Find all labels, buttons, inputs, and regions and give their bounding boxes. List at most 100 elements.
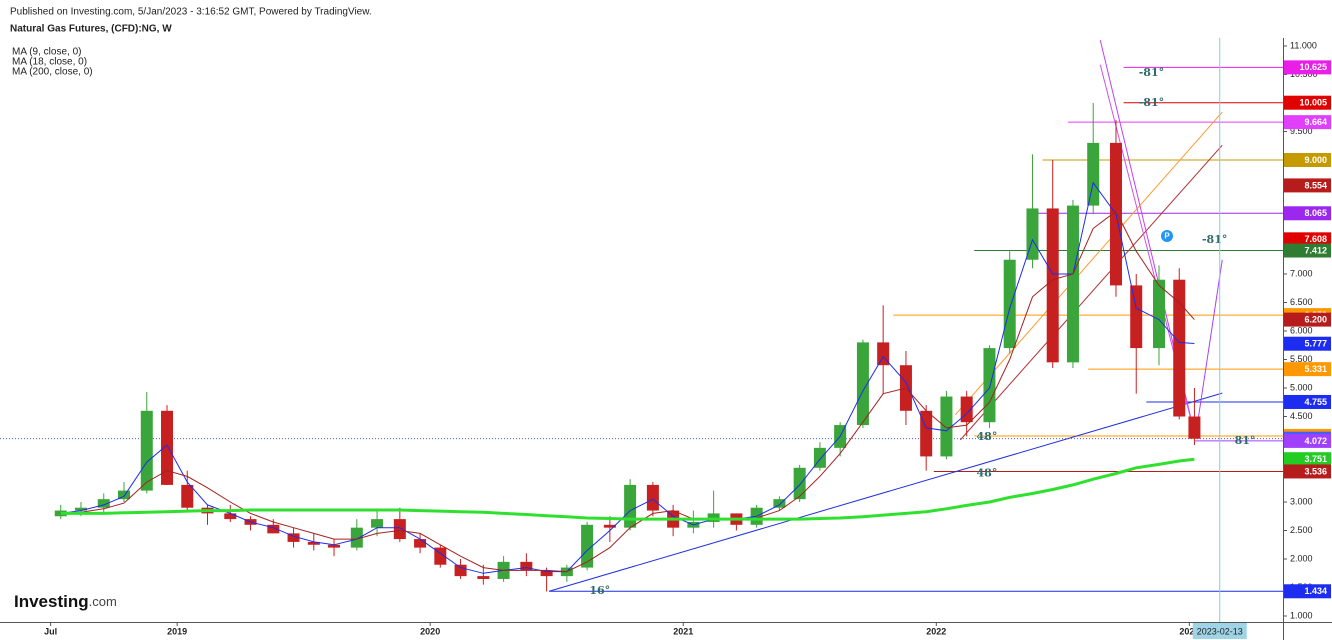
level-tag [1284, 362, 1331, 377]
candle-body [1087, 142, 1100, 206]
angle-annotation: 81° [1235, 434, 1256, 447]
level-tag [1284, 115, 1331, 130]
pivot-letter: P [1164, 232, 1170, 241]
candle-body [371, 519, 384, 528]
x-tick-label: 2019 [167, 626, 187, 636]
candle-body [1066, 205, 1079, 363]
level-tag [1284, 433, 1331, 448]
level-tag-label: 4.072 [1304, 436, 1327, 446]
candle-body [1130, 285, 1143, 349]
candle-body [414, 539, 427, 548]
candle-body [520, 561, 533, 571]
legend-label: MA (9, close, 0) [12, 47, 81, 58]
y-tick-label: 3.000 [1290, 496, 1313, 506]
level-tag-label: 3.536 [1304, 466, 1327, 476]
watermark-suffix: .com [89, 594, 117, 609]
level-tag [1284, 152, 1331, 167]
trend-line [954, 111, 1223, 416]
level-tag-label: 10.625 [1299, 62, 1327, 72]
y-tick-label: 1.000 [1290, 610, 1313, 620]
level-tag [1284, 206, 1331, 221]
candle-body [856, 342, 869, 426]
level-tag-label: 7.412 [1304, 245, 1327, 255]
y-tick-label: 6.000 [1290, 325, 1313, 335]
candle-body [646, 484, 659, 511]
watermark-brand: Investing [14, 592, 89, 611]
level-tag-label: 5.777 [1304, 339, 1327, 349]
level-tag [1284, 336, 1331, 351]
candle-body [97, 499, 110, 508]
candle-body [773, 499, 786, 508]
candle-body [181, 484, 194, 508]
candle-body [328, 544, 341, 548]
candle-body [287, 533, 300, 542]
candle-body [983, 348, 996, 423]
angle-annotation: -81° [1139, 96, 1164, 109]
candle-body [1026, 208, 1039, 260]
level-tag-label: 8.065 [1304, 208, 1327, 218]
angle-annotation: -81° [1139, 66, 1164, 79]
candle-body [603, 524, 616, 528]
candle-body [1153, 279, 1166, 349]
candle-body [267, 524, 280, 534]
angle-annotation: 16° [589, 584, 610, 597]
level-tag-label: 3.751 [1304, 454, 1327, 464]
candle-body [1188, 416, 1201, 439]
candle-body [350, 527, 363, 548]
candle-body [1046, 208, 1059, 363]
level-tag [1284, 584, 1331, 599]
level-tag-label: 8.554 [1304, 180, 1327, 190]
level-tag-label: 5.331 [1304, 364, 1327, 374]
candle-body [117, 490, 130, 500]
level-tag-label: 6.200 [1304, 314, 1327, 324]
candle-body [434, 547, 447, 565]
candle-body [1003, 259, 1016, 349]
trend-line [959, 144, 1223, 441]
pivot-marker [1161, 230, 1173, 242]
level-tag-label: 7.608 [1304, 234, 1327, 244]
y-tick-label: 7.000 [1290, 268, 1313, 278]
ma-line [60, 210, 1195, 573]
level-tag [1284, 95, 1331, 110]
angle-annotation: 48° [977, 467, 998, 480]
level-tag [1284, 312, 1331, 327]
watermark: Investing.com [14, 592, 117, 611]
candle-body [793, 467, 806, 500]
trend-line [548, 392, 1223, 592]
y-tick-label: 4.500 [1290, 411, 1313, 421]
ma-line [60, 457, 1195, 521]
candle-body [140, 410, 153, 491]
cursor-tag [1192, 623, 1247, 639]
trend-line [1194, 259, 1223, 438]
legend-label: MA (200, close, 0) [12, 67, 93, 78]
level-tag [1284, 60, 1331, 75]
level-tag-label: 10.005 [1299, 98, 1327, 108]
level-tag [1284, 243, 1331, 258]
x-tick-label: 2020 [420, 626, 440, 636]
cursor-label: 2023-02-13 [1197, 626, 1243, 636]
candle-body [454, 564, 467, 577]
level-tag [1284, 394, 1331, 409]
level-tag [1284, 452, 1331, 467]
candle-body [74, 507, 87, 511]
candle-body [624, 484, 637, 528]
legend-label: MA (18, close, 0) [12, 57, 87, 68]
x-tick-label: 2022 [926, 626, 946, 636]
candle-body [940, 396, 953, 457]
candle-body [1173, 279, 1186, 417]
candle-body [540, 570, 553, 577]
angle-annotation: 48° [977, 430, 998, 443]
y-tick-label: 9.500 [1290, 126, 1313, 136]
candle-body [224, 513, 237, 520]
chart-title: Natural Gas Futures, (CFD):NG, W [10, 24, 172, 35]
pivot-circle [1161, 230, 1173, 242]
level-tag [1284, 464, 1331, 479]
plot-area: -81° -81° -81° 81° 48° 48° 16° [0, 40, 1283, 597]
x-tick-label: 2023 [1179, 626, 1199, 636]
y-tick-label: 6.500 [1290, 297, 1313, 307]
candle-body [161, 410, 174, 485]
angle-annotation: -81° [1202, 233, 1227, 246]
